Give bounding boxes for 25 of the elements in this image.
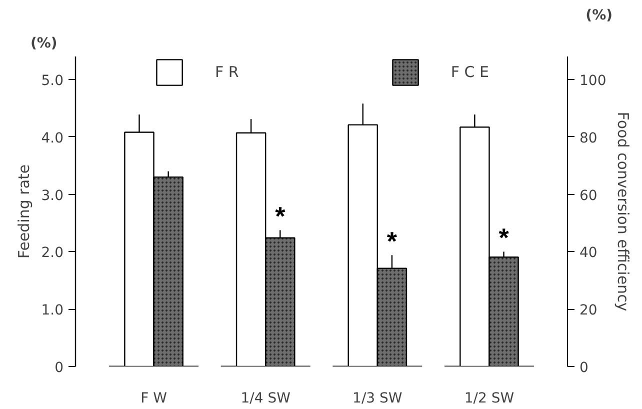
y-tick-label: 4.0 xyxy=(41,130,64,146)
legend-label: F R xyxy=(215,63,239,81)
y2-tick-label: 0 xyxy=(580,360,588,376)
y2-tick-label: 100 xyxy=(580,72,606,89)
x-tick-label: 1/3 SW xyxy=(352,390,402,406)
y-tick-label: 3.0 xyxy=(41,188,64,204)
y-tick-label: 2.0 xyxy=(41,245,64,262)
y-axis-title: Feeding rate xyxy=(15,164,34,259)
text: (%) xyxy=(30,36,58,52)
y2-tick-label: 60 xyxy=(580,188,598,204)
y-tick-label: 0 xyxy=(54,360,64,376)
y2-axis-title: Food conversion efficiency xyxy=(614,112,632,312)
legend-label: F C E xyxy=(450,63,489,81)
y2-tick-label: 20 xyxy=(580,302,598,319)
x-tick-label: 1/2 SW xyxy=(464,390,514,406)
y-tick-label: 5.0 xyxy=(41,72,64,89)
x-tick-label: F W xyxy=(140,390,168,406)
y-tick-label: 1.0 xyxy=(41,302,64,319)
text: (%) xyxy=(586,8,613,24)
y2-tick-label: 80 xyxy=(580,130,598,146)
y2-tick-label: 40 xyxy=(580,245,598,262)
x-tick-label: 1/4 SW xyxy=(240,390,291,406)
annotation: * xyxy=(386,226,398,256)
annotation: * xyxy=(498,222,510,253)
annotation: * xyxy=(275,201,286,232)
